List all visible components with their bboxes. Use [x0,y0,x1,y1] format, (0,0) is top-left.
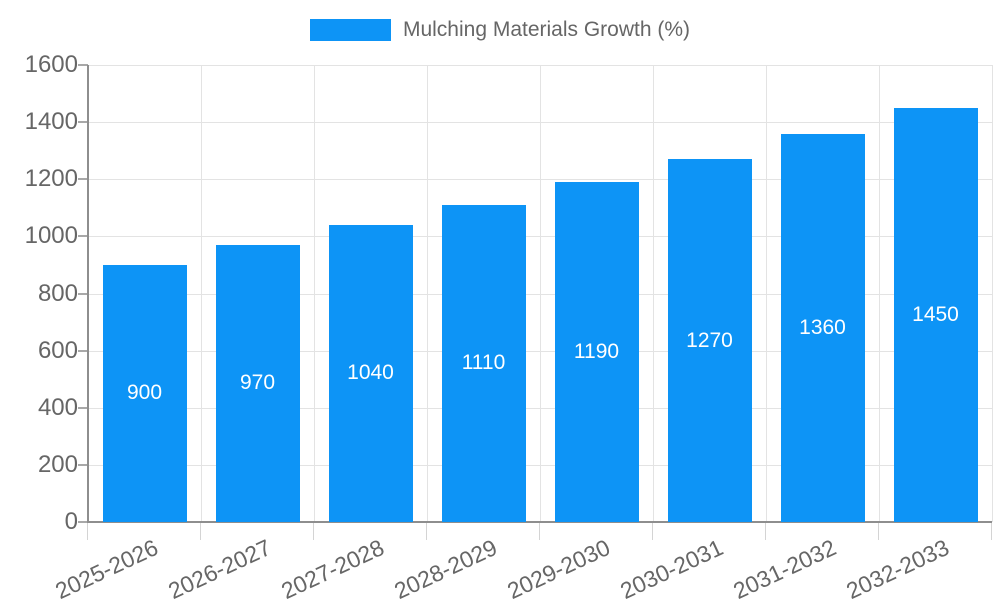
bar-value-label: 1360 [799,315,846,339]
x-tick-label: 2026-2027 [163,534,275,600]
x-gridline [653,65,654,522]
y-tick-mark [78,521,88,523]
y-tick-mark [78,463,88,466]
bar-value-label: 1190 [573,340,620,364]
y-tick-label: 1600 [24,51,78,78]
x-tick-mark [652,522,653,540]
x-tick-mark [200,522,201,540]
x-tick-mark [87,522,88,540]
x-tick-label: 2030-2031 [615,534,727,600]
x-tick-label: 2032-2033 [841,534,953,600]
x-tick-mark [313,522,314,540]
x-tick-label: 2028-2029 [389,534,501,600]
x-tick-label: 2027-2028 [276,534,388,600]
x-tick-mark [765,522,766,540]
bar-value-label: 1450 [912,302,959,326]
y-tick-mark [78,121,88,124]
x-tick-label: 2029-2030 [502,534,614,600]
x-tick-mark [426,522,427,540]
x-tick-mark [539,522,540,540]
y-tick-label: 400 [37,393,78,421]
x-gridline [314,65,315,522]
x-gridline [992,65,993,522]
y-tick-mark [78,178,88,181]
x-gridline [427,65,428,522]
bar[interactable] [667,159,752,522]
bar-value-label: 1110 [461,351,506,375]
y-tick-mark [78,406,88,409]
legend-swatch[interactable] [309,19,391,41]
y-tick-label: 800 [37,279,78,307]
bar-value-label: 1040 [347,361,394,385]
bar[interactable] [554,182,639,522]
bar[interactable] [102,264,187,522]
y-axis-line [87,65,89,522]
y-tick-label: 1400 [24,108,78,136]
legend: Mulching Materials Growth (%) [0,18,1000,42]
bar-value-label: 1270 [686,328,733,352]
x-gridline [879,65,880,522]
bar[interactable] [893,107,978,522]
x-gridline [766,65,767,522]
y-tick-label: 200 [37,450,78,478]
bar[interactable] [328,224,413,522]
y-tick-label: 600 [37,336,78,364]
y-tick-label: 0 [64,508,78,535]
bar[interactable] [780,133,865,522]
bar-value-label: 900 [126,381,163,405]
x-tick-mark [878,522,879,540]
bar-value-label: 970 [239,371,276,395]
y-tick-mark [78,64,88,66]
y-tick-mark [78,349,88,352]
y-tick-label: 1200 [24,165,78,193]
x-tick-label: 2025-2026 [50,534,162,600]
bar[interactable] [441,204,526,522]
y-tick-label: 1000 [24,222,78,250]
y-tick-mark [78,235,88,238]
legend-label[interactable]: Mulching Materials Growth (%) [402,18,691,41]
x-gridline [540,65,541,522]
y-tick-mark [78,292,88,295]
x-axis-line [87,521,992,523]
x-tick-mark [991,522,992,540]
x-gridline [201,65,202,522]
x-tick-label: 2031-2032 [728,534,840,600]
bar[interactable] [215,244,300,522]
